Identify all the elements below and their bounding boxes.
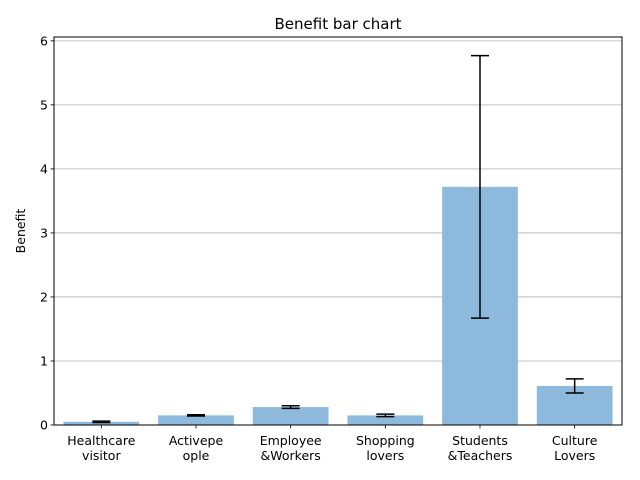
x-tick-label: Culture Lovers xyxy=(552,433,598,463)
bars xyxy=(63,186,613,425)
grid-lines xyxy=(54,40,622,362)
bar xyxy=(63,421,140,425)
y-tick-label: 6 xyxy=(40,33,48,48)
error-bars xyxy=(92,54,584,424)
x-tick-label: Students &Teachers xyxy=(448,433,513,463)
y-tick-label: 1 xyxy=(40,353,48,368)
y-tick-label: 2 xyxy=(40,289,48,304)
x-tick-label: Shopping lovers xyxy=(356,433,415,463)
x-ticks: Healthcare visitor Activepe ople Employee &Wo… xyxy=(67,425,598,463)
y-tick-label: 0 xyxy=(40,418,48,433)
y-tick-label: 5 xyxy=(40,97,48,112)
y-tick-label: 4 xyxy=(40,161,48,176)
x-tick-label: Employee &Workers xyxy=(260,433,322,463)
bar xyxy=(252,407,329,425)
plot-frame xyxy=(53,36,623,426)
y-tick-label: 3 xyxy=(40,225,48,240)
y-axis-label: Benefit xyxy=(13,209,28,254)
x-tick-label: Activepe ople xyxy=(169,433,224,463)
chart-title: Benefit bar chart xyxy=(275,15,402,33)
bar xyxy=(158,415,234,425)
y-ticks: 0 1 2 3 4 5 6 xyxy=(40,33,54,433)
bar xyxy=(347,415,424,425)
x-tick-label: Healthcare visitor xyxy=(67,433,135,463)
